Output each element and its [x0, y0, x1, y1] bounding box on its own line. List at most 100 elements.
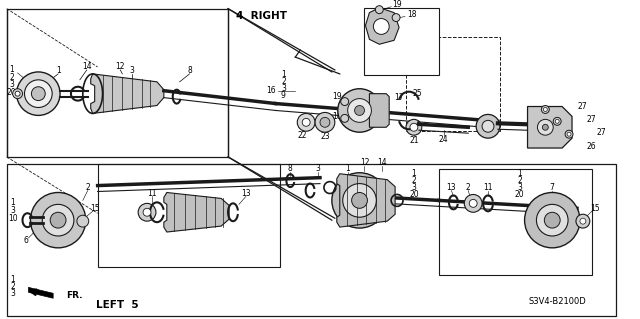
Text: 12: 12 [360, 158, 369, 167]
Text: 3: 3 [517, 183, 522, 192]
Circle shape [297, 114, 315, 131]
Text: 20: 20 [409, 190, 419, 199]
Circle shape [348, 99, 371, 122]
Text: 2: 2 [412, 176, 416, 185]
Text: 26: 26 [587, 142, 596, 151]
Circle shape [351, 192, 367, 208]
Text: 6: 6 [23, 236, 28, 245]
Circle shape [31, 192, 86, 248]
Circle shape [143, 208, 151, 216]
Text: 15: 15 [590, 204, 600, 213]
Text: 1: 1 [9, 65, 14, 74]
Text: 27: 27 [597, 128, 607, 137]
Circle shape [138, 204, 156, 221]
Text: 19: 19 [332, 92, 342, 101]
Text: 3: 3 [412, 183, 417, 192]
Polygon shape [91, 74, 164, 114]
Text: 4  RIGHT: 4 RIGHT [236, 11, 287, 21]
Circle shape [536, 204, 568, 236]
Text: 11: 11 [147, 189, 157, 198]
Text: 27: 27 [577, 102, 587, 111]
Text: 11: 11 [483, 183, 493, 192]
Text: 20: 20 [7, 88, 17, 97]
Text: 15: 15 [90, 204, 99, 213]
Text: 9: 9 [281, 91, 286, 100]
Circle shape [543, 108, 547, 111]
Text: 17: 17 [394, 93, 404, 102]
Text: 2: 2 [10, 282, 15, 291]
Circle shape [355, 106, 364, 115]
Text: 13: 13 [241, 189, 251, 198]
Circle shape [542, 124, 548, 130]
Text: 3: 3 [281, 84, 286, 93]
Circle shape [464, 195, 482, 212]
Text: 13: 13 [447, 183, 456, 192]
Text: 1: 1 [412, 169, 416, 178]
Circle shape [332, 173, 387, 228]
Bar [6, 9, 228, 157]
Circle shape [567, 132, 571, 136]
Circle shape [476, 115, 500, 138]
Text: 3: 3 [10, 206, 15, 215]
Text: 14: 14 [378, 158, 387, 167]
Circle shape [302, 118, 310, 126]
Text: 25: 25 [412, 89, 422, 98]
Circle shape [576, 214, 590, 228]
Text: 14: 14 [82, 63, 92, 71]
Circle shape [343, 184, 376, 217]
Circle shape [410, 123, 418, 131]
Circle shape [77, 215, 89, 227]
Text: 3: 3 [9, 80, 14, 89]
Circle shape [15, 91, 20, 96]
Circle shape [24, 80, 52, 108]
Text: 1: 1 [10, 198, 15, 207]
Text: 24: 24 [439, 135, 449, 144]
Polygon shape [369, 94, 389, 127]
Circle shape [553, 117, 561, 125]
Text: 3: 3 [316, 164, 321, 173]
Circle shape [469, 199, 477, 207]
Text: 1: 1 [517, 169, 522, 178]
Circle shape [31, 87, 45, 100]
Bar [98, 164, 280, 267]
Circle shape [538, 119, 553, 135]
Text: 21: 21 [409, 136, 419, 145]
Bar [406, 37, 500, 131]
Circle shape [525, 192, 580, 248]
Text: 23: 23 [320, 132, 330, 141]
Circle shape [556, 119, 559, 123]
Text: LEFT  5: LEFT 5 [95, 300, 138, 310]
Text: 1: 1 [346, 164, 350, 173]
Circle shape [17, 72, 60, 115]
Text: 25: 25 [412, 123, 422, 132]
Circle shape [482, 120, 494, 132]
Text: 27: 27 [587, 115, 596, 124]
Text: 18: 18 [332, 112, 342, 121]
Text: 2: 2 [9, 73, 14, 82]
Text: 20: 20 [515, 190, 524, 199]
Text: 3: 3 [130, 66, 134, 75]
Text: 3: 3 [10, 289, 15, 298]
Text: 22: 22 [298, 131, 307, 140]
Circle shape [50, 212, 66, 228]
Circle shape [340, 115, 349, 122]
Bar [6, 164, 616, 316]
Bar [438, 169, 592, 275]
Polygon shape [527, 107, 572, 148]
Text: FR.: FR. [66, 291, 83, 300]
Circle shape [338, 89, 381, 132]
Bar [364, 8, 438, 75]
Circle shape [580, 218, 586, 224]
Circle shape [340, 98, 349, 106]
Circle shape [13, 89, 22, 99]
Text: 16: 16 [266, 86, 276, 95]
Text: 2: 2 [466, 183, 470, 192]
Circle shape [545, 212, 560, 228]
Polygon shape [365, 8, 399, 44]
Text: 19: 19 [392, 0, 402, 9]
Circle shape [565, 130, 573, 138]
Polygon shape [28, 287, 53, 298]
Text: 10: 10 [8, 214, 17, 223]
Circle shape [315, 112, 335, 132]
Polygon shape [164, 192, 229, 232]
